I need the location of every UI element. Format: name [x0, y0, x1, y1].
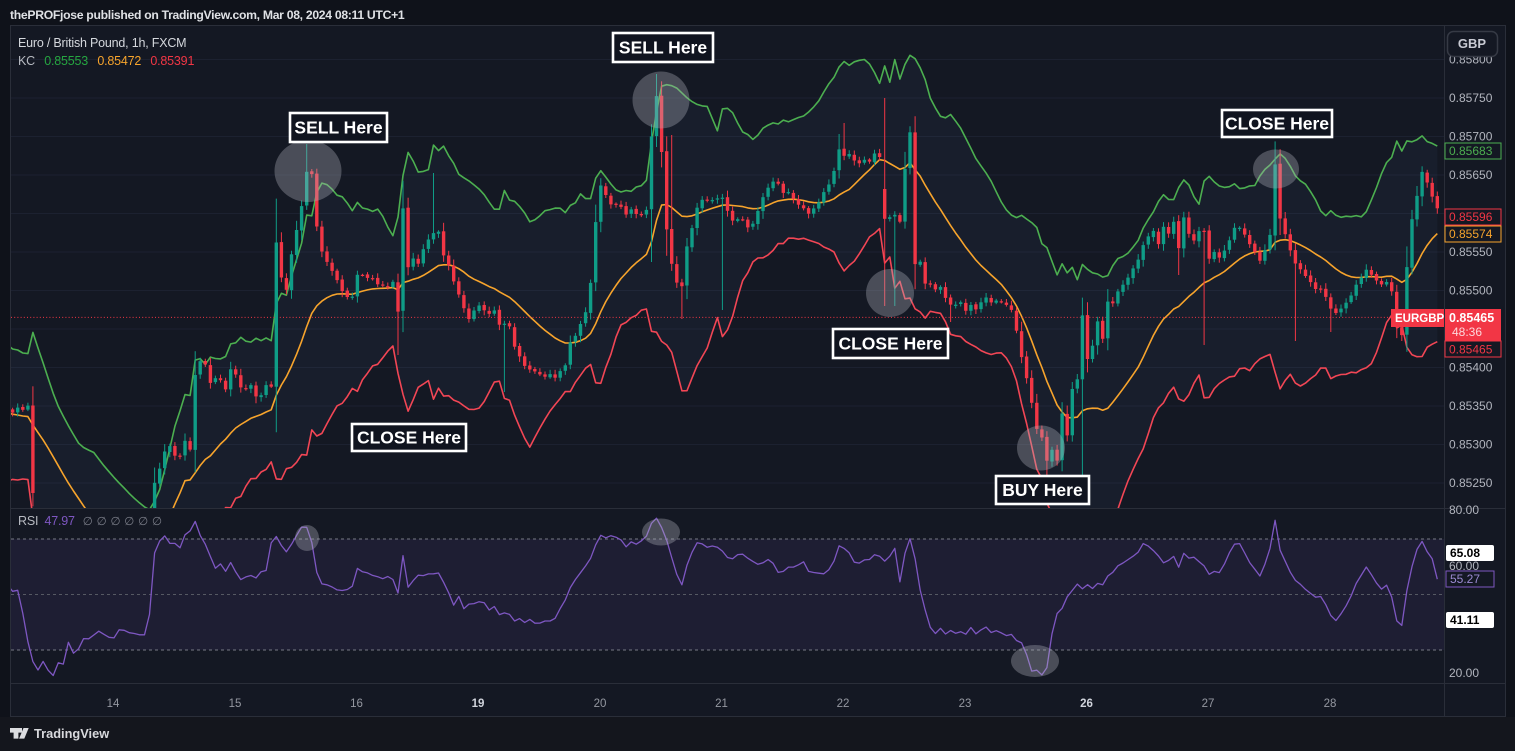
svg-text:KC 0.85553 0.85472 0.85391: KC 0.85553 0.85472 0.85391	[18, 54, 194, 68]
svg-text:23: 23	[959, 698, 972, 710]
svg-text:RSI 47.97∅∅∅∅∅∅: RSI 47.97 ∅ ∅ ∅ ∅ ∅ ∅	[18, 514, 162, 528]
svg-text:CLOSE Here: CLOSE Here	[357, 428, 461, 448]
svg-text:60.00: 60.00	[1449, 559, 1479, 573]
svg-text:22: 22	[837, 698, 850, 710]
svg-text:BUY Here: BUY Here	[1002, 480, 1083, 500]
svg-text:20.00: 20.00	[1449, 666, 1479, 680]
svg-text:19: 19	[472, 698, 485, 710]
svg-text:0.85650: 0.85650	[1449, 168, 1493, 182]
svg-text:GBP: GBP	[1458, 36, 1487, 51]
svg-text:0.85465: 0.85465	[1449, 343, 1493, 357]
svg-text:0.85750: 0.85750	[1449, 91, 1493, 105]
svg-text:0.85250: 0.85250	[1449, 476, 1493, 490]
svg-text:CLOSE Here: CLOSE Here	[1225, 114, 1329, 134]
svg-text:thePROFjose published on Tradi: thePROFjose published on TradingView.com…	[10, 8, 405, 22]
svg-text:SELL Here: SELL Here	[619, 38, 707, 58]
svg-text:CLOSE Here: CLOSE Here	[838, 334, 942, 354]
svg-text:28: 28	[1324, 698, 1337, 710]
svg-text:41.11: 41.11	[1450, 613, 1480, 627]
svg-text:21: 21	[715, 698, 728, 710]
svg-text:0.85596: 0.85596	[1449, 210, 1493, 224]
svg-text:0.85465: 0.85465	[1449, 311, 1494, 325]
svg-text:SELL Here: SELL Here	[294, 118, 382, 138]
svg-text:0.85683: 0.85683	[1449, 144, 1493, 158]
svg-text:80.00: 80.00	[1449, 503, 1479, 517]
svg-text:20: 20	[594, 698, 607, 710]
svg-text:0.85550: 0.85550	[1449, 245, 1493, 259]
svg-text:TradingView: TradingView	[34, 726, 109, 741]
svg-text:16: 16	[350, 698, 363, 710]
svg-text:0.85574: 0.85574	[1449, 227, 1493, 241]
svg-text:0.85700: 0.85700	[1449, 130, 1493, 144]
svg-text:EURGBP: EURGBP	[1395, 313, 1445, 325]
svg-text:0.85500: 0.85500	[1449, 284, 1493, 298]
svg-text:0.85350: 0.85350	[1449, 399, 1493, 413]
svg-text:27: 27	[1202, 698, 1215, 710]
svg-text:65.08: 65.08	[1450, 546, 1480, 560]
svg-text:48:36: 48:36	[1452, 325, 1482, 339]
svg-text:15: 15	[229, 698, 242, 710]
svg-text:26: 26	[1080, 698, 1093, 710]
svg-text:0.85300: 0.85300	[1449, 438, 1493, 452]
svg-text:55.27: 55.27	[1450, 572, 1480, 586]
svg-text:Euro / British Pound, 1h, FXCM: Euro / British Pound, 1h, FXCM	[18, 36, 186, 50]
svg-text:14: 14	[107, 698, 120, 710]
svg-text:0.85400: 0.85400	[1449, 361, 1493, 375]
